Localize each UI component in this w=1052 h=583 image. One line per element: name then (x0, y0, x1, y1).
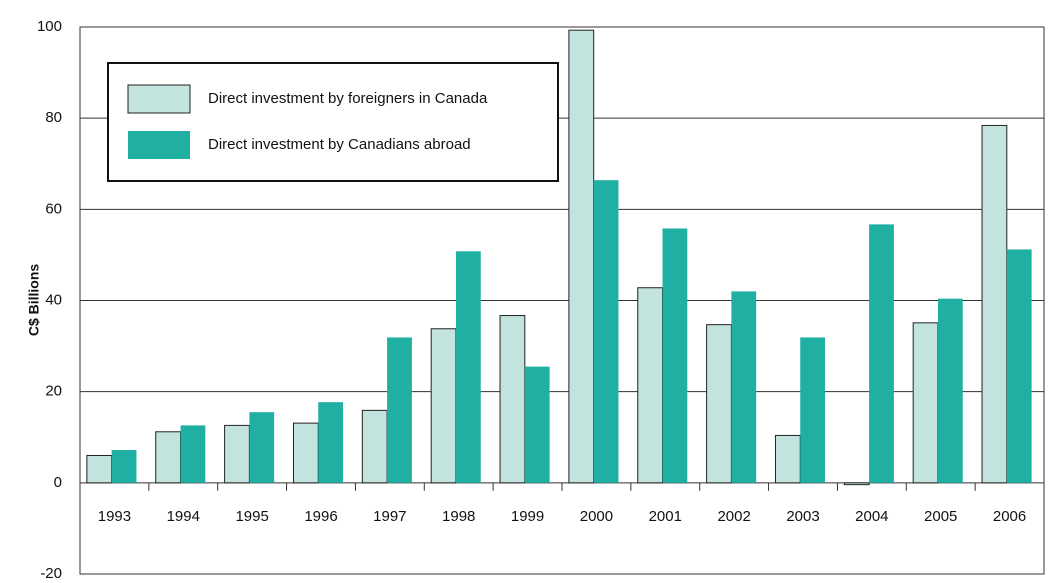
bar (430, 328, 457, 484)
x-tick-label: 2006 (993, 508, 1026, 525)
bar (593, 180, 619, 483)
bar (1006, 249, 1032, 483)
bar (387, 337, 412, 483)
bar (706, 324, 732, 484)
bar (731, 291, 757, 483)
x-tick-label: 1994 (167, 508, 200, 525)
x-tick-label: 2004 (855, 508, 888, 525)
bar (180, 425, 206, 483)
x-tick-label: 1999 (511, 508, 544, 525)
x-tick-label: 2000 (580, 508, 613, 525)
bar (524, 366, 550, 483)
bar (155, 431, 182, 484)
legend-swatch (128, 131, 190, 159)
bar (981, 124, 1008, 484)
x-tick-label: 1996 (304, 508, 337, 525)
bar (568, 29, 595, 484)
x-tick-label: 1995 (235, 508, 268, 525)
bar (361, 409, 388, 484)
x-tick-label: 1993 (98, 508, 131, 525)
bar (869, 224, 894, 483)
bar (292, 422, 319, 484)
legend-box (107, 62, 559, 182)
bar (455, 251, 481, 483)
bar (249, 412, 275, 483)
x-tick-label: 2002 (717, 508, 750, 525)
bar (662, 228, 688, 483)
x-tick-label: 2003 (786, 508, 819, 525)
x-tick-label: 1998 (442, 508, 475, 525)
y-tick-label: 20 (45, 383, 62, 400)
bar (937, 298, 963, 483)
x-tick-label: 2001 (649, 508, 682, 525)
legend-label: Direct investment by foreigners in Canad… (208, 90, 488, 107)
bar (86, 454, 113, 484)
bar (637, 287, 664, 484)
legend-label: Direct investment by Canadians abroad (208, 136, 471, 153)
plot-frame (79, 26, 1045, 575)
legend-swatch (127, 84, 191, 114)
y-axis-label: C$ Billions (26, 264, 42, 337)
y-tick-label: -20 (40, 565, 62, 582)
bar (912, 322, 939, 484)
bar (499, 315, 526, 484)
y-tick-label: 80 (45, 109, 62, 126)
bar (224, 424, 250, 484)
bar (111, 450, 137, 483)
y-tick-label: 40 (45, 291, 62, 308)
y-tick-label: 0 (54, 474, 62, 491)
bar (843, 482, 870, 486)
y-tick-label: 100 (37, 18, 62, 35)
x-tick-label: 1997 (373, 508, 406, 525)
bar (800, 337, 826, 483)
y-tick-label: 60 (45, 200, 62, 217)
bar (318, 402, 344, 483)
x-tick-label: 2005 (924, 508, 957, 525)
bar (774, 434, 801, 484)
